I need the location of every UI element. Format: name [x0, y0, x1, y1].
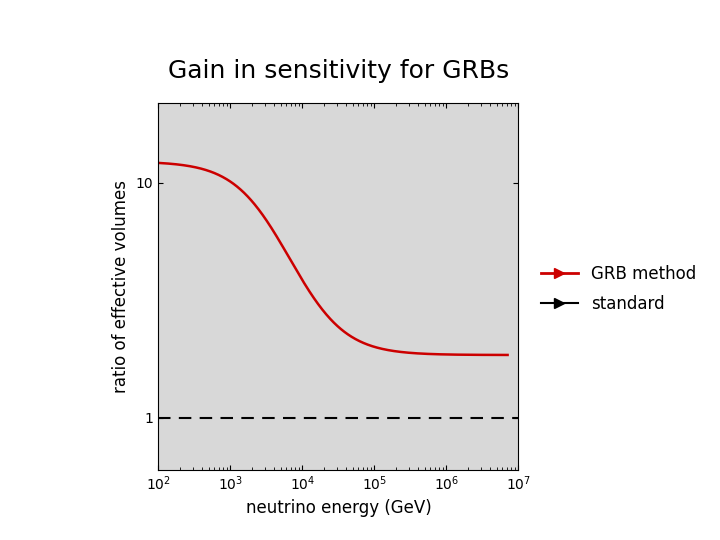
Title: Gain in sensitivity for GRBs: Gain in sensitivity for GRBs [168, 59, 509, 83]
X-axis label: neutrino energy (GeV): neutrino energy (GeV) [246, 499, 431, 517]
Y-axis label: ratio of effective volumes: ratio of effective volumes [112, 180, 130, 393]
Legend: GRB method, standard: GRB method, standard [541, 265, 696, 313]
